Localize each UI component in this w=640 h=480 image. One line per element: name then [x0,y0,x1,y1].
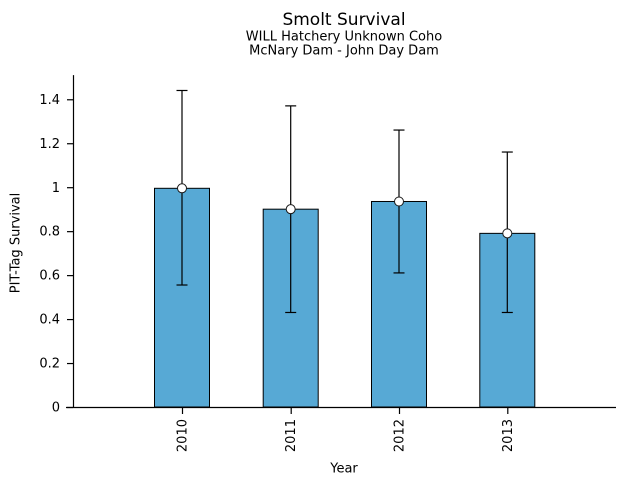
y-tick-label: 1 [52,181,60,196]
y-tick-label: 0.4 [39,313,60,328]
marker-2011 [285,204,296,215]
x-axis-label: Year [330,461,358,477]
x-tick-label-2012: 2012 [393,419,408,452]
y-tick-label: 1.4 [39,93,60,108]
y-tick-label: 0.2 [39,357,60,372]
y-tick-label: 0 [52,401,60,416]
y-tick-label: 1.2 [39,137,60,152]
marker-2012 [394,196,404,207]
x-tick-label-2013: 2013 [501,419,516,452]
marker-2010 [177,183,187,194]
y-tick-label: 0.8 [39,225,60,240]
y-tick-label: 0.6 [39,269,60,284]
x-tick-label-2010: 2010 [176,419,191,452]
chart-subtitle-line1: WILL Hatchery Unknown Coho [245,29,443,45]
marker-2013 [502,228,513,239]
chart-title: Smolt Survival [282,10,406,30]
x-tick-label-2011: 2011 [284,419,299,452]
chart-subtitle-line2: McNary Dam - John Day Dam [249,43,439,59]
